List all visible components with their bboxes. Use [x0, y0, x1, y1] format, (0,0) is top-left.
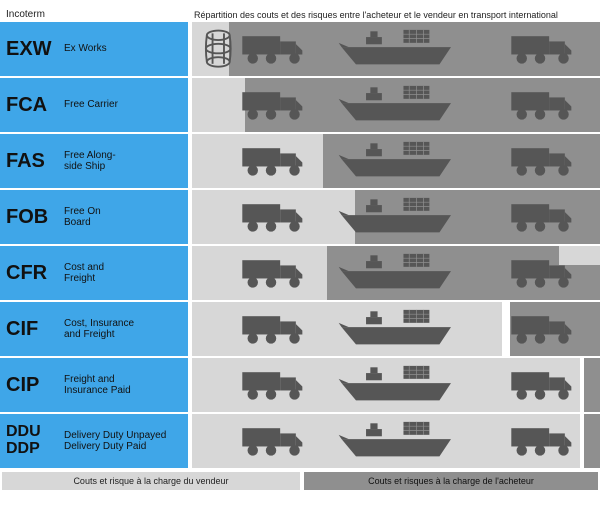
truck-destination-icon [510, 419, 575, 462]
transport-icons [192, 246, 600, 300]
cost-bar-area [192, 134, 600, 188]
truck-destination-icon [510, 251, 575, 294]
incoterm-row: FCAFree Carrier [0, 78, 600, 132]
incoterm-rows: EXWEx WorksFCAFree CarrierFASFree Along-… [0, 22, 600, 468]
cost-bar-area [192, 190, 600, 244]
incoterm-row: FOBFree OnBoard [0, 190, 600, 244]
truck-origin-icon [241, 363, 306, 406]
incoterm-code: CFR [6, 263, 64, 283]
incoterm-code: DDUDDP [6, 424, 64, 458]
legend-buyer: Couts et risques à la charge de l'achete… [304, 472, 598, 490]
truck-origin-icon [241, 83, 306, 126]
incoterm-label-cell: EXWEx Works [0, 22, 188, 76]
cargo-ship-icon [331, 195, 462, 238]
transport-icons [192, 302, 600, 356]
incoterm-row: CIPFreight andInsurance Paid [0, 358, 600, 412]
incoterm-code: FAS [6, 151, 64, 171]
cargo-ship-icon [331, 27, 462, 70]
cargo-ship-icon [331, 307, 462, 350]
transport-icons [192, 22, 600, 76]
cost-bar-area [192, 22, 600, 76]
truck-destination-icon [510, 195, 575, 238]
truck-origin-icon [241, 251, 306, 294]
truck-origin-icon [241, 139, 306, 182]
incoterm-code: CIP [6, 375, 64, 395]
cargo-ship-icon [331, 251, 462, 294]
incoterm-code: CIF [6, 319, 64, 339]
legend: Couts et risque à la charge du vendeur C… [0, 472, 600, 490]
incoterm-full-name: Cost andFreight [64, 262, 104, 285]
transport-icons [192, 358, 600, 412]
incoterm-full-name: Free OnBoard [64, 206, 101, 229]
incoterm-full-name: Free Carrier [64, 99, 118, 111]
truck-origin-icon [241, 27, 306, 70]
incoterm-row: EXWEx Works [0, 22, 600, 76]
header-left-label: Incoterm [0, 9, 188, 20]
cargo-ship-icon [331, 83, 462, 126]
truck-destination-icon [510, 363, 575, 406]
cost-bar-area [192, 246, 600, 300]
incoterm-row: CIFCost, Insuranceand Freight [0, 302, 600, 356]
incoterm-label-cell: CIFCost, Insuranceand Freight [0, 302, 188, 356]
cargo-ship-icon [331, 419, 462, 462]
incoterm-code: EXW [6, 39, 64, 59]
cost-bar-area [192, 414, 600, 468]
incoterm-full-name: Free Along-side Ship [64, 150, 116, 173]
incoterm-row: FASFree Along-side Ship [0, 134, 600, 188]
incoterm-label-cell: CFRCost andFreight [0, 246, 188, 300]
truck-origin-icon [241, 195, 306, 238]
transport-icons [192, 78, 600, 132]
truck-destination-icon [510, 307, 575, 350]
cost-bar-area [192, 358, 600, 412]
cargo-ship-icon [331, 363, 462, 406]
incoterm-full-name: Ex Works [64, 43, 107, 55]
header-right-label: Répartition des couts et des risques ent… [188, 10, 600, 20]
truck-origin-icon [241, 307, 306, 350]
cost-bar-area [192, 302, 600, 356]
incoterm-label-cell: DDUDDPDelivery Duty UnpayedDelivery Duty… [0, 414, 188, 468]
transport-icons [192, 134, 600, 188]
incoterm-code: FOB [6, 207, 64, 227]
incoterm-row: DDUDDPDelivery Duty UnpayedDelivery Duty… [0, 414, 600, 468]
incoterm-code: FCA [6, 95, 64, 115]
transport-icons [192, 190, 600, 244]
truck-destination-icon [510, 83, 575, 126]
cargo-ship-icon [331, 139, 462, 182]
incoterm-label-cell: FASFree Along-side Ship [0, 134, 188, 188]
incoterm-label-cell: FOBFree OnBoard [0, 190, 188, 244]
incoterm-label-cell: FCAFree Carrier [0, 78, 188, 132]
incoterm-label-cell: CIPFreight andInsurance Paid [0, 358, 188, 412]
cost-bar-area [192, 78, 600, 132]
legend-seller: Couts et risque à la charge du vendeur [2, 472, 300, 490]
barrel-icon [204, 27, 233, 70]
transport-icons [192, 414, 600, 468]
incoterm-full-name: Freight andInsurance Paid [64, 374, 131, 397]
truck-origin-icon [241, 419, 306, 462]
incoterm-row: CFRCost andFreight [0, 246, 600, 300]
truck-destination-icon [510, 139, 575, 182]
incoterm-full-name: Delivery Duty UnpayedDelivery Duty Paid [64, 430, 166, 453]
truck-destination-icon [510, 27, 575, 70]
incoterm-full-name: Cost, Insuranceand Freight [64, 318, 134, 341]
